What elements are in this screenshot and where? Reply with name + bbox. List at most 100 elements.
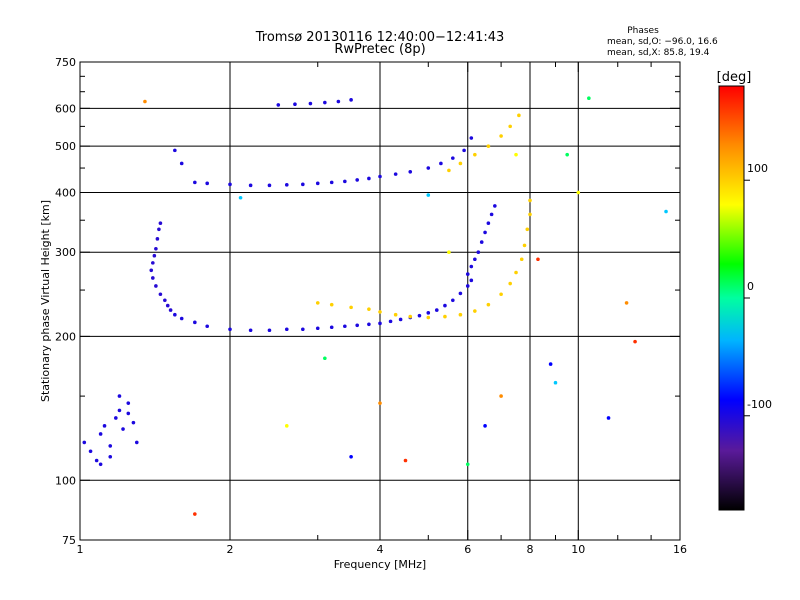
data-point <box>548 362 553 366</box>
data-point <box>165 303 170 308</box>
data-point <box>519 257 524 262</box>
data-point <box>426 311 431 315</box>
plot-area <box>79 61 681 541</box>
data-point <box>447 168 451 173</box>
data-point <box>193 512 197 516</box>
data-point <box>114 416 118 420</box>
y-tick-label: 300 <box>55 246 76 259</box>
data-point <box>173 148 177 153</box>
data-point <box>489 212 494 217</box>
data-point <box>117 408 122 413</box>
data-point <box>94 458 99 463</box>
data-point <box>126 411 131 416</box>
data-point <box>378 310 382 314</box>
data-point <box>378 174 382 179</box>
y-tick-label: 100 <box>55 474 76 487</box>
data-point <box>349 98 353 102</box>
data-point <box>315 326 320 331</box>
data-point <box>228 182 232 187</box>
data-point <box>367 176 371 181</box>
data-point <box>367 307 371 311</box>
y-tick-label: 600 <box>55 102 76 115</box>
y-tick-label: 400 <box>55 186 76 199</box>
data-point <box>151 276 155 280</box>
phase-stats: Phases mean, sd,O: −96.0, 16.6 mean, sd,… <box>607 26 718 58</box>
data-point <box>168 308 173 312</box>
data-point <box>408 169 413 174</box>
data-point <box>157 227 161 232</box>
data-point <box>451 156 455 160</box>
data-point <box>329 302 334 307</box>
data-point <box>163 298 167 303</box>
data-point <box>458 312 463 317</box>
data-point <box>315 301 320 305</box>
data-point <box>158 292 163 297</box>
data-point <box>143 99 147 104</box>
data-point <box>469 136 474 140</box>
data-point <box>447 250 451 255</box>
y-tick-label: 200 <box>55 330 76 343</box>
x-tick-label: 4 <box>377 543 384 556</box>
data-point <box>388 319 393 324</box>
y-axis-label: Stationary phase Virtual Height [km] <box>39 200 52 402</box>
data-point <box>329 180 334 185</box>
data-point <box>499 292 503 297</box>
data-point <box>149 268 154 273</box>
data-point <box>576 190 581 195</box>
x-tick-label: 2 <box>227 543 234 556</box>
y-tick-label: 750 <box>55 56 76 69</box>
data-point <box>486 302 491 307</box>
data-point <box>98 432 103 436</box>
x-tick-label: 16 <box>673 543 687 556</box>
data-point <box>323 100 327 105</box>
data-point <box>403 458 408 463</box>
x-tick-label: 6 <box>464 543 471 556</box>
data-point <box>193 180 197 185</box>
stats-x: mean, sd,X: 85.8, 19.4 <box>607 48 710 58</box>
data-point <box>108 454 113 459</box>
data-point <box>393 172 398 176</box>
data-point <box>493 204 497 208</box>
data-point <box>193 320 197 325</box>
x-tick-label: 1 <box>77 543 84 556</box>
data-point <box>426 315 431 320</box>
data-point <box>565 152 569 157</box>
data-point <box>479 240 484 244</box>
data-point <box>308 101 313 106</box>
data-point <box>284 327 289 332</box>
data-point <box>465 462 470 467</box>
data-point <box>606 416 611 420</box>
data-point <box>173 312 177 317</box>
data-point <box>276 103 281 107</box>
axis-ticks <box>79 61 681 541</box>
data-point <box>301 327 305 332</box>
data-point <box>624 301 629 305</box>
data-point <box>483 424 487 428</box>
data-point <box>82 440 87 445</box>
data-point <box>462 148 466 153</box>
data-point <box>458 291 463 296</box>
data-point <box>525 227 530 232</box>
data-point <box>134 440 139 445</box>
data-point <box>378 321 382 326</box>
data-point <box>343 179 347 184</box>
data-point <box>98 462 103 467</box>
data-point <box>329 325 334 330</box>
colorbar-tick-label: 100 <box>747 162 768 175</box>
data-point <box>355 323 359 328</box>
data-point <box>408 314 413 319</box>
colorbar-ticks: 100 0 -100 <box>744 162 772 417</box>
data-point <box>514 152 518 157</box>
data-point <box>476 250 481 255</box>
data-point <box>499 134 503 138</box>
data-point <box>121 427 125 431</box>
data-point <box>473 257 477 262</box>
data-point <box>528 198 532 203</box>
data-point <box>426 193 431 197</box>
data-point <box>152 253 157 258</box>
colorbar: [deg] 100 0 -100 <box>717 70 772 511</box>
data-point <box>248 183 253 188</box>
data-point <box>536 257 540 262</box>
data-point <box>228 327 232 332</box>
